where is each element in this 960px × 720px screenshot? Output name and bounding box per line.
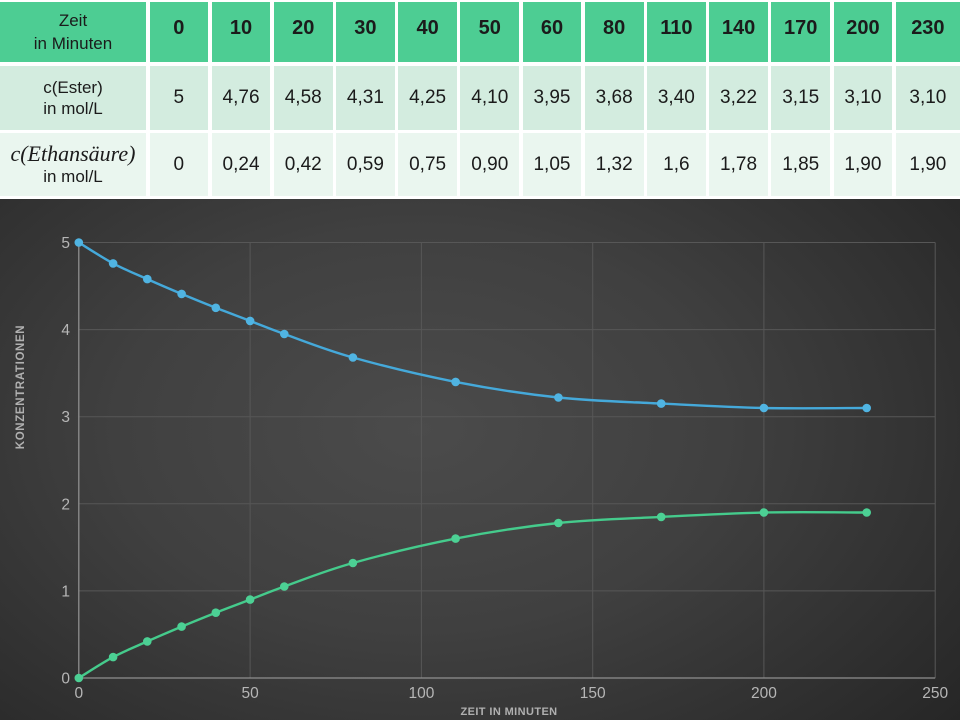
svg-text:200: 200 [751,685,777,702]
svg-text:3: 3 [61,409,70,426]
svg-text:0: 0 [61,671,70,688]
svg-text:150: 150 [580,685,606,702]
svg-text:KONZENTRATIONEN: KONZENTRATIONEN [15,325,27,450]
svg-text:250: 250 [922,685,948,702]
svg-text:100: 100 [408,685,434,702]
svg-text:0: 0 [74,685,83,702]
svg-text:2: 2 [61,496,70,513]
svg-text:ZEIT IN MINUTEN: ZEIT IN MINUTEN [460,706,557,718]
svg-text:1: 1 [61,583,70,600]
svg-text:4: 4 [61,322,70,339]
svg-text:50: 50 [241,685,259,702]
svg-text:5: 5 [61,235,70,252]
